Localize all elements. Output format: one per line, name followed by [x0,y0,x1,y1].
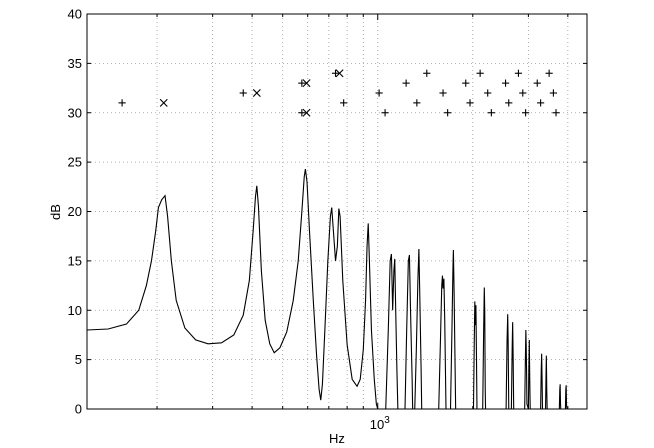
cross-marker [252,89,261,97]
x-axis-label: Hz [329,431,345,446]
y-axis-label: dB [48,204,63,220]
y-tick-label: 30 [68,105,82,120]
plus-marker [439,89,447,97]
plus-marker [423,69,431,77]
plus-marker [331,69,340,77]
plus-marker [552,109,560,117]
y-tick-label: 0 [75,402,82,417]
plus-marker [444,109,452,117]
ticks: 0 5 10 15 20 25 30 35 40 103 [68,7,587,432]
cross-marker [335,69,344,78]
plus-marker [375,89,383,97]
plus-marker [340,99,348,107]
y-tick-label: 15 [68,253,82,268]
marker-series [118,69,560,117]
plus-marker [118,99,126,107]
y-tick-label: 35 [68,56,82,71]
marker-stroke [302,79,311,88]
y-tick-label: 20 [68,204,82,219]
plus-marker [298,109,306,117]
plus-marker [519,89,527,97]
grid [87,14,587,409]
marker-stroke [252,89,261,97]
marker-stroke [335,69,344,78]
plus-marker [239,89,247,97]
x-tick-label: 103 [370,415,390,432]
marker-stroke [302,108,311,117]
plus-marker [533,79,541,87]
plus-marker [476,69,484,77]
plus-marker [487,109,495,117]
y-tick-label: 5 [75,352,82,367]
cross-marker [302,79,311,88]
plus-marker [466,99,474,107]
plus-marker [514,69,523,77]
plus-marker [545,69,553,77]
plus-marker [549,89,557,97]
y-tick-label: 25 [68,155,82,170]
marker-stroke [159,98,168,107]
y-tick-label: 40 [68,7,82,22]
plus-marker [413,99,421,107]
plus-marker [505,99,513,107]
y-tick-label: 10 [68,303,82,318]
response-curve [86,168,587,410]
plus-marker [484,89,492,97]
plus-marker [501,79,510,87]
plus-marker [298,79,306,87]
curve-series [86,168,587,410]
cross-marker [302,108,311,117]
plus-marker [402,79,410,87]
plus-marker [462,79,470,87]
plus-marker [381,109,389,117]
plus-marker [522,109,530,117]
cross-marker [159,98,168,107]
plus-marker [537,99,545,107]
